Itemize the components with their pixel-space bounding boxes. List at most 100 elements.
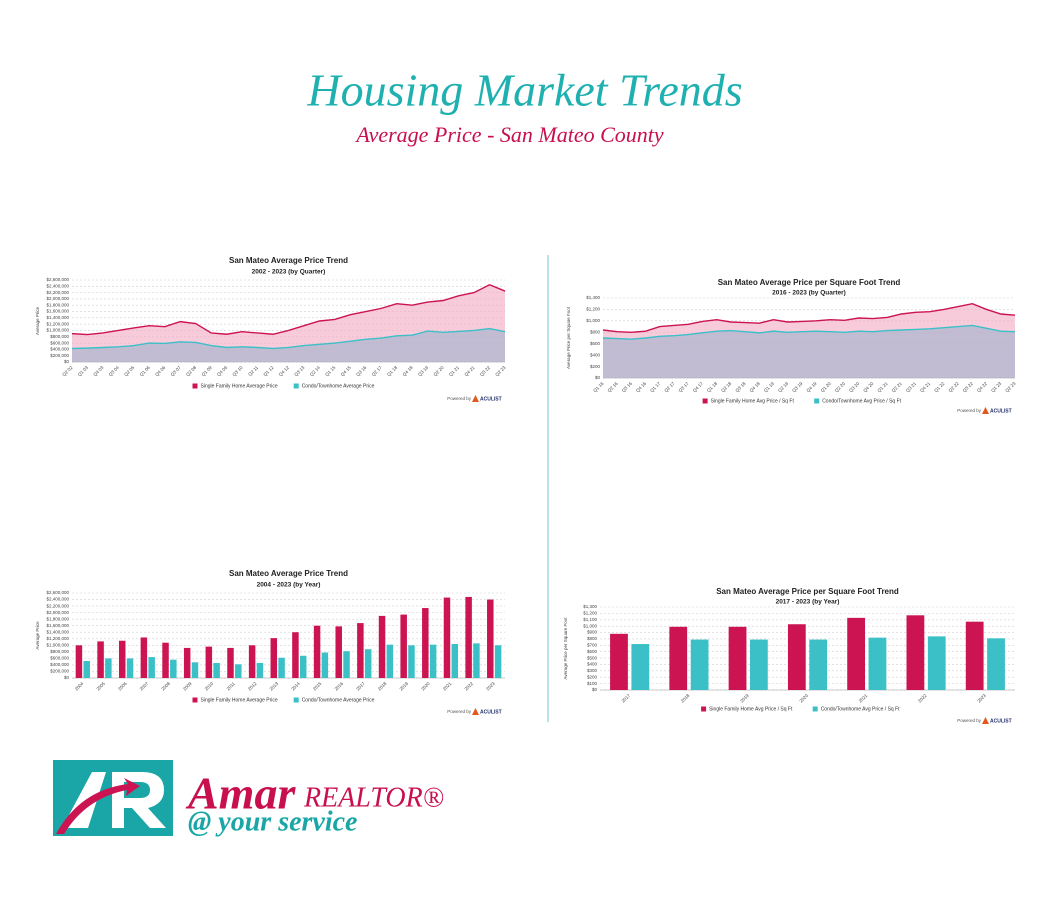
bar <box>148 657 155 678</box>
bar <box>868 637 887 690</box>
bar <box>256 662 264 678</box>
bar <box>473 643 480 678</box>
y-tick-label: $2,000,000 <box>46 610 69 615</box>
y-tick-label: $1,400,000 <box>46 629 69 634</box>
bar <box>270 638 278 678</box>
x-tick-label: Q1 21 <box>876 381 889 394</box>
x-tick-label: Q4 15 <box>340 365 353 378</box>
bar <box>451 644 459 678</box>
x-tick-label: Q3 18 <box>734 381 747 394</box>
bar <box>126 658 134 678</box>
x-tick-label: Q1 12 <box>262 365 275 378</box>
bar <box>227 647 234 678</box>
bar <box>386 644 394 678</box>
legend-swatch <box>812 706 818 712</box>
bar <box>408 645 415 678</box>
y-tick-label: $0 <box>64 675 70 680</box>
x-tick-label: Q3 19 <box>791 381 804 394</box>
line <box>602 324 1016 340</box>
bar <box>494 645 502 678</box>
x-tick-label: Q1 09 <box>201 365 214 378</box>
x-tick-label: 2005 <box>95 681 106 692</box>
x-tick-label: 2007 <box>139 681 150 692</box>
x-tick-label: 2019 <box>739 693 750 704</box>
bar <box>205 646 213 678</box>
x-tick-label: 2023 <box>485 681 496 692</box>
x-tick-label: Q4 16 <box>635 381 648 394</box>
legend-swatch <box>293 697 299 703</box>
legend-swatch <box>701 706 707 712</box>
x-tick-label: Q4 21 <box>919 381 932 394</box>
x-tick-label: Q2 08 <box>185 365 198 378</box>
bar <box>364 649 372 678</box>
logo-role: REALTOR® <box>303 782 444 813</box>
line <box>71 283 506 336</box>
x-tick-label: Q1 18 <box>706 381 719 394</box>
bar <box>299 655 307 678</box>
y-tick-label: $400,000 <box>50 347 69 352</box>
x-tick-label: Q2 22 <box>948 381 961 394</box>
legend-label: Condo/Townhome Average Price <box>302 697 375 703</box>
x-tick-label: 2020 <box>798 693 809 704</box>
chart-title: San Mateo Average Price per Square Foot … <box>716 587 899 596</box>
bar <box>690 639 709 690</box>
bar <box>378 615 386 678</box>
legend-label: Single Family Home Average Price <box>201 383 278 389</box>
chart-title: San Mateo Average Price Trend <box>229 256 348 265</box>
y-tick-label: $1,000 <box>583 623 597 628</box>
bar <box>213 662 220 678</box>
x-tick-label: Q1 18 <box>386 365 399 378</box>
y-tick-label: $0 <box>592 687 598 692</box>
y-tick-label: $300 <box>587 668 598 673</box>
y-tick-label: $900 <box>587 630 598 635</box>
x-tick-label: Q4 06 <box>154 365 167 378</box>
bar <box>429 644 437 678</box>
legend-swatch <box>702 398 708 404</box>
area <box>72 328 505 362</box>
bar <box>631 644 650 690</box>
y-tick-label: $1,400,000 <box>46 315 69 320</box>
y-tick-label: $2,600,000 <box>46 590 69 595</box>
x-tick-label: Q3 20 <box>848 381 861 394</box>
x-tick-label: Q1 06 <box>139 365 152 378</box>
bar <box>443 597 451 678</box>
x-tick-label: Q3 17 <box>678 381 691 394</box>
logo: Amar REALTOR® @ your service <box>53 760 444 837</box>
legend-label: Single Family Home Avg Price / Sq Ft <box>709 706 793 712</box>
bar <box>749 639 768 690</box>
x-tick-label: Q3 04 <box>108 365 121 378</box>
x-tick-label: Q4 17 <box>692 381 705 394</box>
credit: Powered by <box>957 718 982 723</box>
legend-swatch <box>192 383 198 389</box>
x-tick-label: 2023 <box>976 693 987 704</box>
y-tick-label: $0 <box>64 359 70 364</box>
bar <box>965 621 984 690</box>
y-axis-label: Average Price <box>35 621 40 650</box>
y-tick-label: $600,000 <box>50 340 69 345</box>
y-tick-label: $1,000 <box>586 318 600 323</box>
brand: ACULIST <box>480 396 502 402</box>
bar <box>278 657 285 678</box>
x-tick-label: Q2 17 <box>371 365 384 378</box>
page-title: Housing Market Trends <box>306 65 742 116</box>
bar <box>400 614 407 678</box>
x-tick-label: Q4 18 <box>749 381 762 394</box>
bar <box>906 615 925 690</box>
y-tick-label: $400,000 <box>50 662 69 667</box>
x-tick-label: 2012 <box>247 681 258 692</box>
bar <box>335 626 342 678</box>
bar <box>97 641 104 678</box>
x-tick-label: Q1 15 <box>324 365 337 378</box>
logo-r <box>112 772 166 828</box>
x-tick-label: Q4 19 <box>805 381 818 394</box>
x-tick-label: Q3 22 <box>479 365 492 378</box>
x-tick-label: Q1 22 <box>933 381 946 394</box>
bar <box>292 632 299 678</box>
bar <box>357 623 364 678</box>
bar <box>248 645 256 678</box>
y-tick-label: $1,400 <box>586 295 600 300</box>
x-tick-label: 2013 <box>269 681 280 692</box>
x-tick-label: 2018 <box>377 681 388 692</box>
chart-subtitle: 2017 - 2023 (by Year) <box>776 599 840 606</box>
bar <box>847 617 866 690</box>
